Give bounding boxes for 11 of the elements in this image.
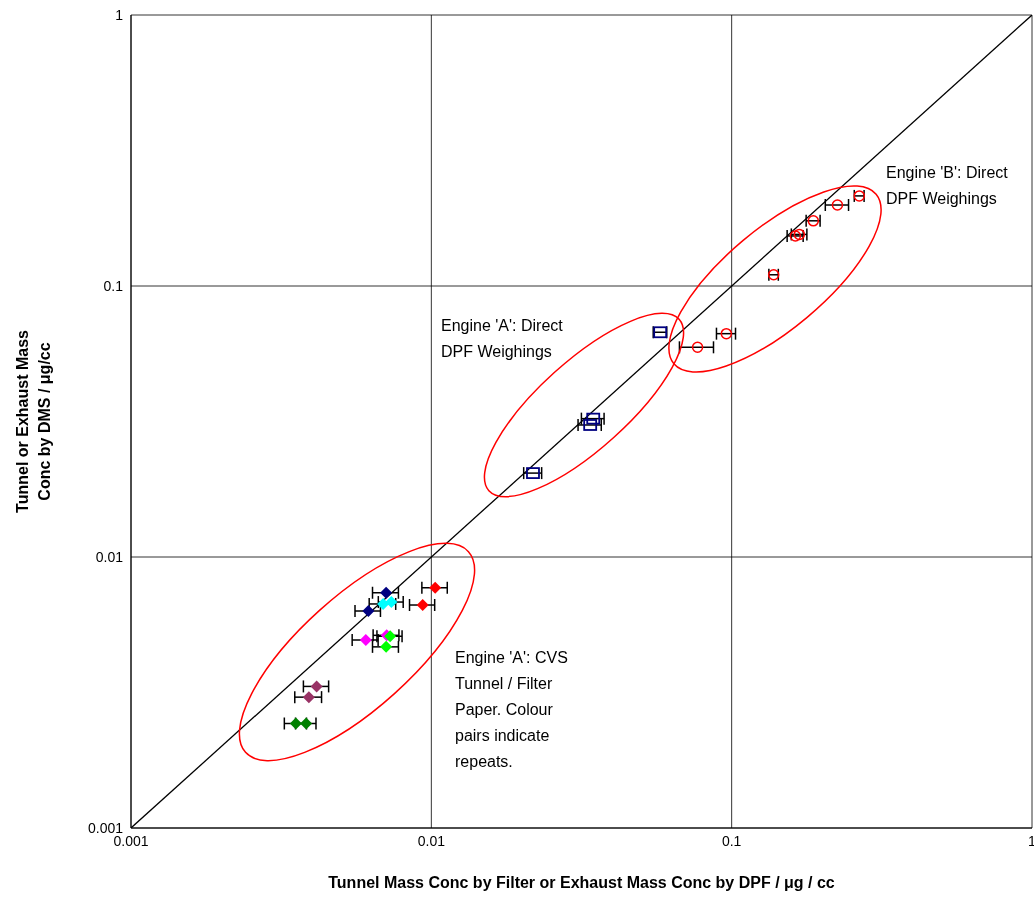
y-tick-label: 0.1 (103, 277, 124, 294)
x-axis-title: Tunnel Mass Conc by Filter or Exhaust Mass Conc by DPF / μg / cc (328, 874, 835, 891)
y-tick-label: 1 (115, 6, 124, 23)
y-tick-label: 0.01 (95, 548, 124, 565)
y-tick-label: 0.001 (87, 819, 124, 836)
annotation: Engine 'A': Direct DPF Weighings (441, 316, 564, 362)
x-tick-label: 0.1 (721, 832, 742, 849)
x-tick-label: 0.01 (417, 832, 446, 849)
annotation: Engine 'A': CVS Tunnel / Filter Paper. Colour pairs indicate repeats. (455, 648, 569, 772)
annotation: Engine 'B': Direct DPF Weighings (886, 163, 1009, 209)
y-axis-title: Tunnel or Exhaust Mass Conc by DMS / μg/cc (14, 329, 53, 513)
